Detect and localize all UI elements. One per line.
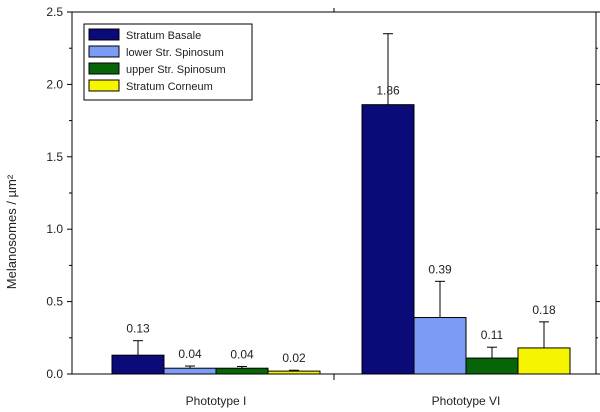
legend-swatch [88, 45, 120, 58]
bar [465, 357, 519, 375]
legend-label: Stratum Corneum [126, 81, 213, 93]
legend-label: Stratum Basale [126, 30, 201, 42]
data-label: 0.18 [532, 303, 556, 317]
x-tick-label: Phototype I [186, 394, 247, 408]
x-tick-label: Phototype VI [432, 394, 501, 408]
legend-label: lower Str. Spinosum [126, 47, 224, 59]
data-label: 0.04 [178, 347, 202, 361]
bar [267, 370, 321, 375]
legend-swatch [88, 62, 120, 75]
bar [413, 317, 467, 375]
bar [215, 367, 269, 375]
y-axis-title: Melanosomes / µm² [4, 174, 19, 289]
data-label: 0.13 [126, 322, 150, 336]
y-tick-label: 1.0 [46, 222, 63, 236]
data-label: 1.86 [376, 84, 400, 98]
legend-label: upper Str. Spinosum [126, 64, 226, 76]
data-label: 0.04 [230, 347, 254, 361]
legend-swatch [88, 28, 120, 41]
y-tick-label: 2.0 [46, 77, 63, 91]
y-tick-label: 2.5 [46, 5, 63, 19]
bar [111, 354, 165, 375]
legend: Stratum Basale lower Str. Spinosum upper S… [83, 23, 253, 101]
data-label: 0.02 [282, 351, 306, 365]
legend-swatch [88, 79, 120, 92]
bar [517, 347, 571, 375]
data-label: 0.11 [481, 328, 504, 342]
data-label: 0.39 [428, 262, 452, 276]
bar [163, 367, 217, 375]
y-tick-label: 0.0 [46, 367, 63, 381]
bar [361, 104, 415, 375]
y-tick-label: 0.5 [46, 295, 63, 309]
y-tick-label: 1.5 [46, 150, 63, 164]
